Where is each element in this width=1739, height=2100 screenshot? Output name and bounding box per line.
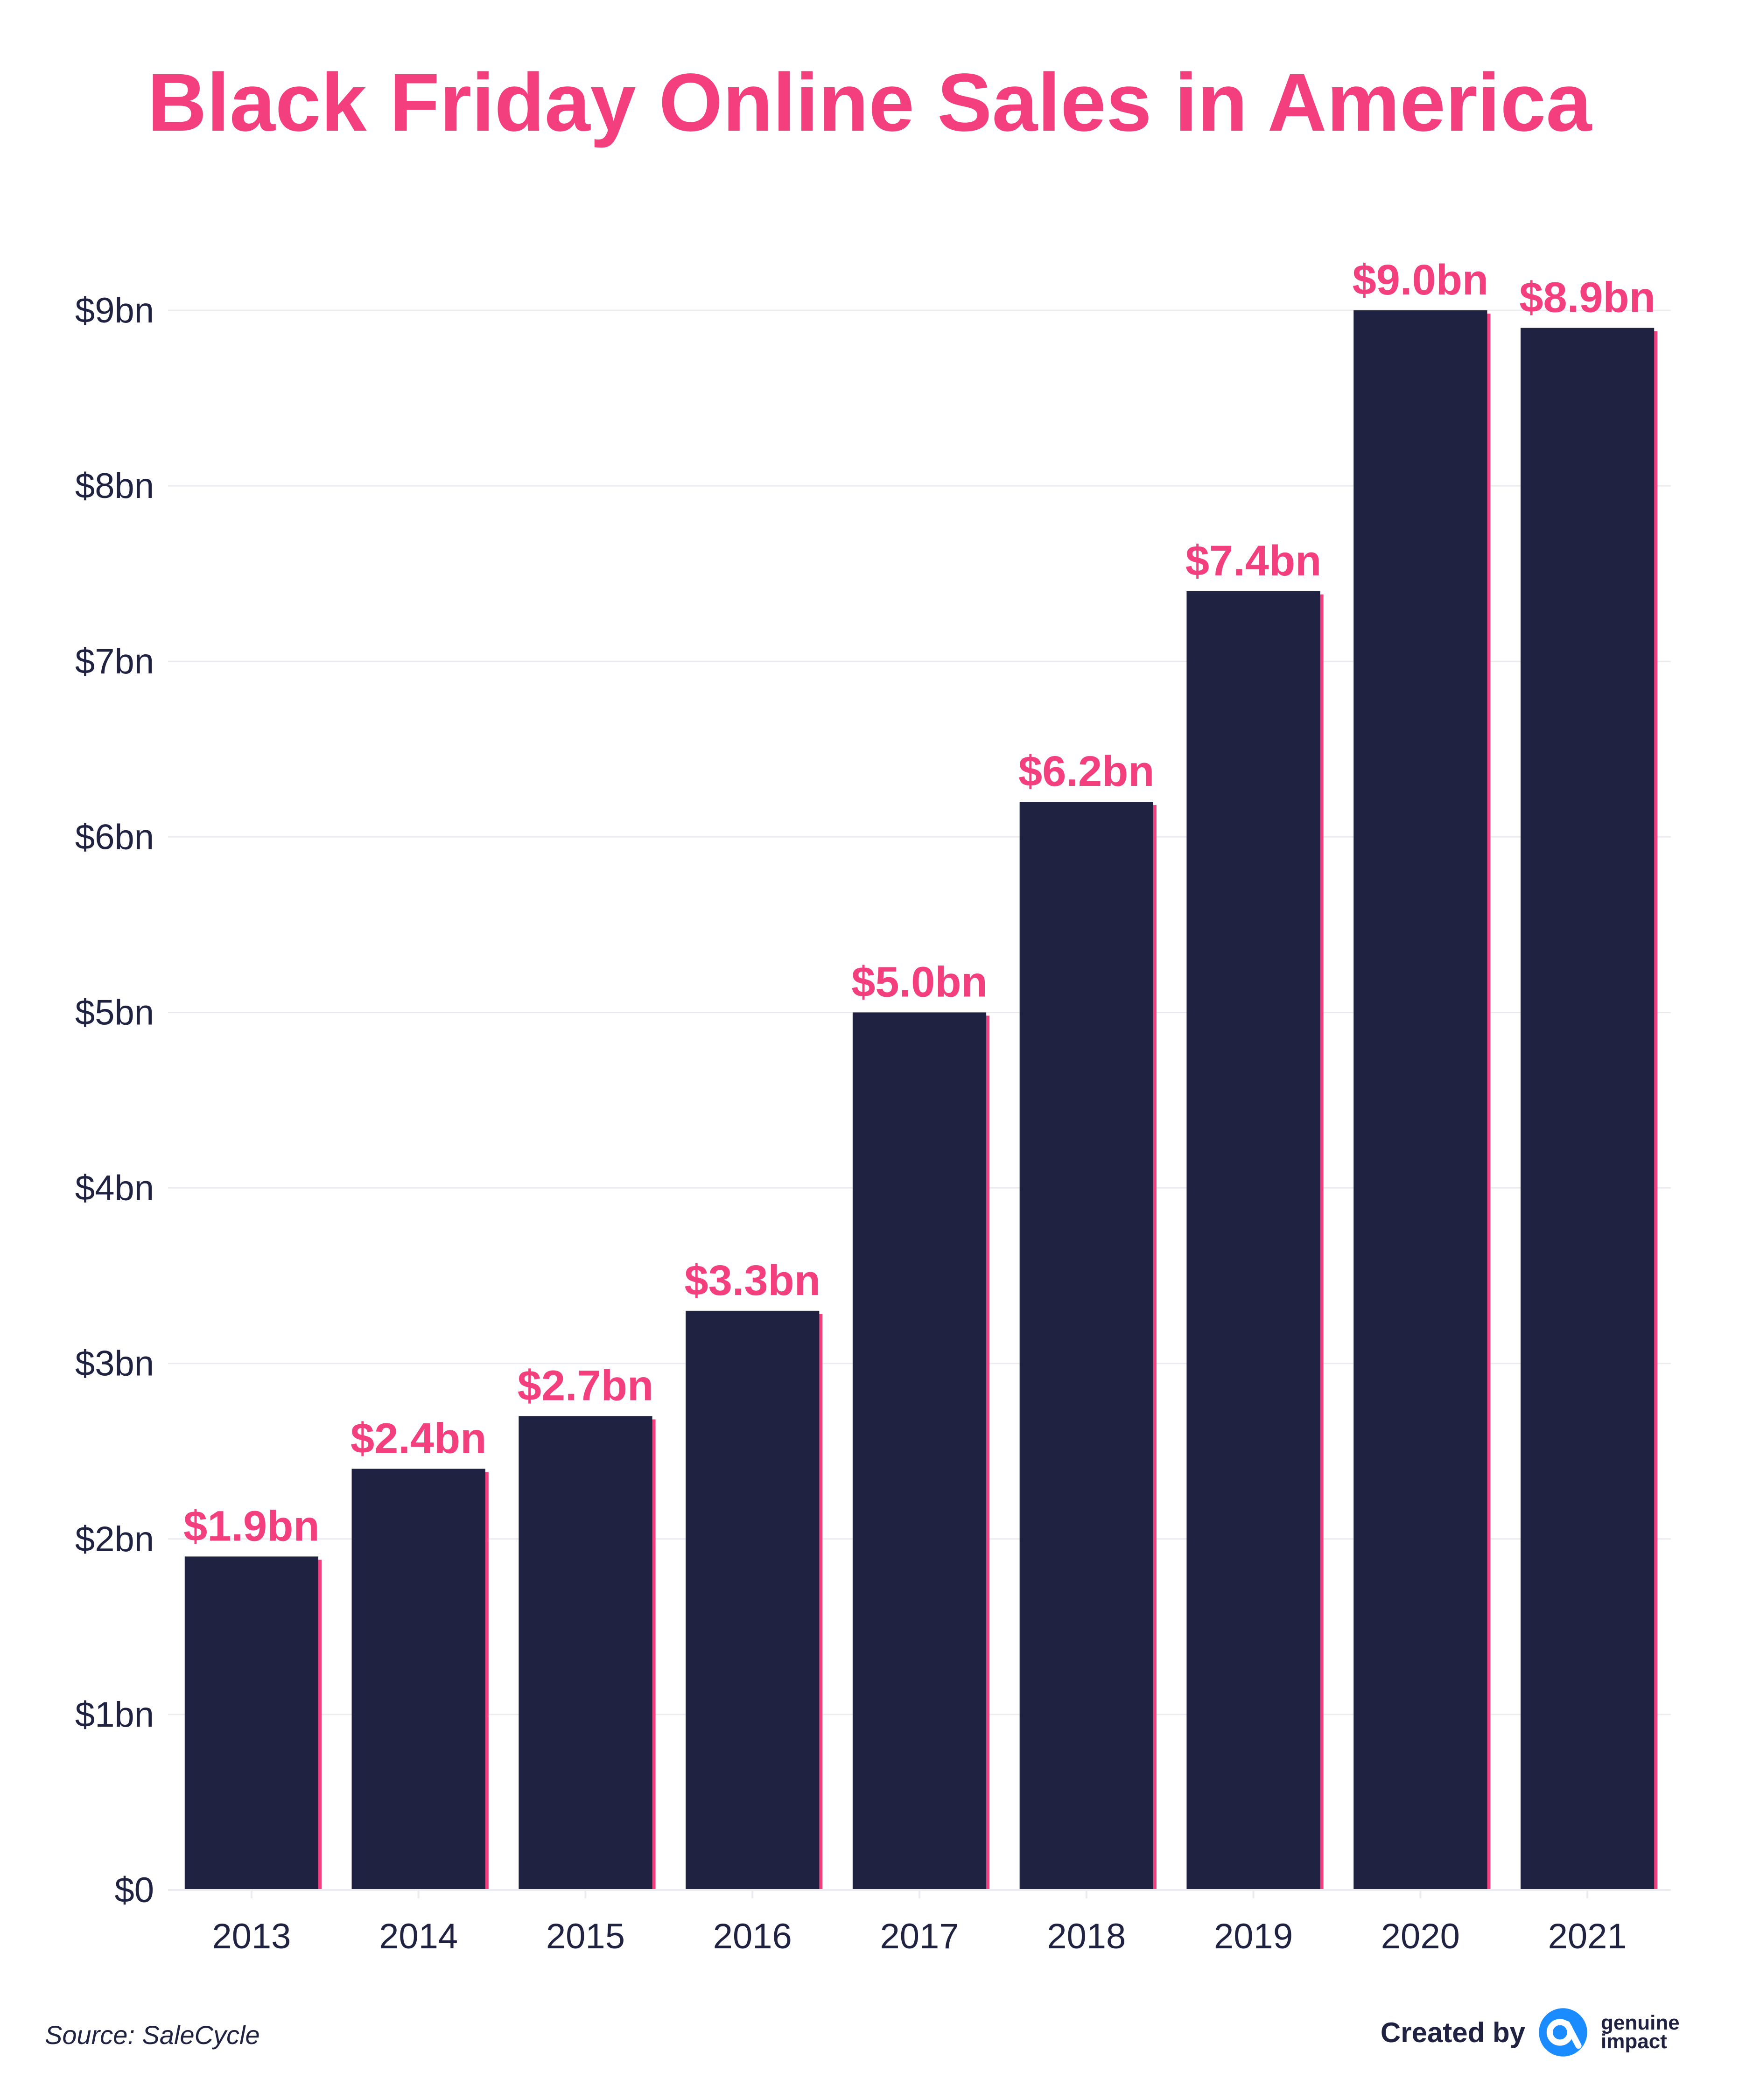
x-tick-label: 2014: [379, 1917, 458, 1956]
y-tick-label: $1bn: [75, 1695, 154, 1735]
source-note: Source: SaleCycle: [45, 2020, 260, 2050]
x-tick-label: 2019: [1214, 1917, 1293, 1956]
y-tick-label: $4bn: [75, 1169, 154, 1208]
chart-title: Black Friday Online Sales in America: [147, 57, 1592, 148]
bar: [1521, 328, 1655, 1890]
x-tick-label: 2021: [1548, 1917, 1627, 1956]
y-tick-label: $9bn: [75, 291, 154, 330]
data-labels: $1.9bn $2.4bn $2.7bn $3.3bn $5.0bn $6.2bn $7.4…: [183, 256, 1655, 1550]
bar: [351, 1469, 485, 1890]
data-label: $2.7bn: [518, 1362, 653, 1410]
credit-label: Created by: [1380, 2016, 1525, 2048]
credit: Created by genuine impact: [1381, 2007, 1694, 2058]
data-label: $9.0bn: [1353, 256, 1488, 304]
y-axis-tick-labels: $0 $1bn $2bn $3bn $4bn $5bn $6bn $7bn $8bn $9bn: [75, 291, 154, 1910]
brand-name: genuine impact: [1601, 2011, 1680, 2053]
x-axis-tick-labels: 2013 2014 2015 2016 2017 2018 2019 2020 2021: [212, 1890, 1627, 1956]
bar: [184, 1556, 318, 1890]
bar: [852, 1012, 987, 1890]
data-label: $7.4bn: [1185, 537, 1321, 585]
y-tick-label: $5bn: [75, 993, 154, 1032]
data-label: $8.9bn: [1519, 274, 1655, 322]
data-label: $5.0bn: [851, 958, 987, 1006]
bar: [519, 1416, 652, 1890]
y-tick-label: $6bn: [75, 817, 154, 857]
bar: [686, 1310, 820, 1890]
y-tick-label: $0: [114, 1870, 154, 1910]
y-tick-label: $3bn: [75, 1344, 154, 1384]
bar: [1019, 802, 1153, 1890]
data-label: $6.2bn: [1018, 748, 1154, 795]
y-tick-label: $7bn: [75, 642, 154, 681]
data-label: $1.9bn: [183, 1502, 319, 1550]
x-tick-label: 2017: [880, 1917, 959, 1956]
bars: [184, 310, 1658, 1890]
data-label: $2.4bn: [351, 1414, 486, 1462]
x-tick-label: 2013: [212, 1917, 291, 1956]
data-label: $3.3bn: [684, 1257, 820, 1304]
bar: [1186, 591, 1320, 1890]
y-tick-label: $8bn: [75, 466, 154, 506]
bar: [1353, 310, 1487, 1890]
x-tick-label: 2015: [546, 1917, 625, 1956]
genuine-impact-logo-icon: [1539, 2008, 1587, 2057]
x-tick-label: 2020: [1381, 1917, 1460, 1956]
y-tick-label: $2bn: [75, 1519, 154, 1559]
x-tick-label: 2018: [1047, 1917, 1126, 1956]
x-tick-label: 2016: [713, 1917, 792, 1956]
